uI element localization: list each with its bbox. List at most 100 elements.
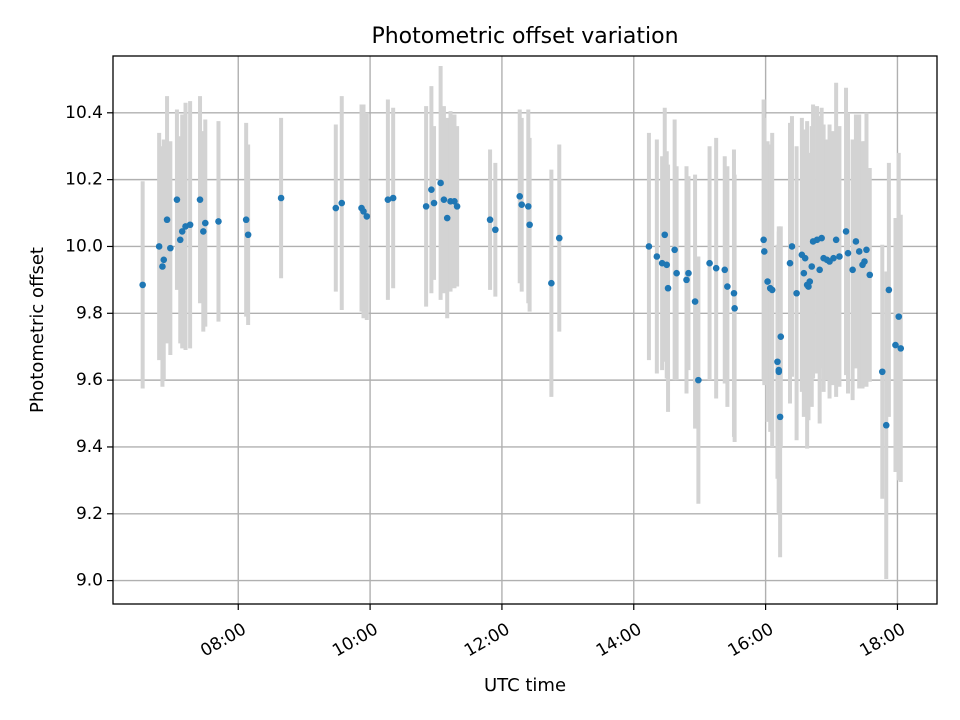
data-point xyxy=(440,196,448,203)
data-point xyxy=(852,238,860,245)
data-point xyxy=(673,269,680,277)
plot-frame xyxy=(112,55,938,605)
data-point xyxy=(167,244,174,252)
data-point xyxy=(830,254,837,262)
data-point xyxy=(844,249,852,257)
data-point xyxy=(866,271,874,279)
data-point xyxy=(160,256,168,264)
y-tick-label: 9.6 xyxy=(76,370,103,390)
y-tick-label: 9.2 xyxy=(76,504,103,524)
data-point xyxy=(721,266,729,274)
data-point xyxy=(516,193,524,200)
data-point xyxy=(855,248,863,255)
data-point xyxy=(492,226,499,234)
data-point xyxy=(776,413,784,421)
data-point xyxy=(788,243,796,250)
data-point xyxy=(892,341,899,349)
data-point xyxy=(363,213,371,220)
data-point xyxy=(775,366,783,374)
data-point xyxy=(832,236,840,244)
data-point xyxy=(524,203,532,210)
data-point xyxy=(332,204,340,212)
data-point xyxy=(706,259,713,267)
data-point xyxy=(764,278,771,285)
data-point xyxy=(878,368,886,376)
x-tick-label: 16:00 xyxy=(725,619,777,661)
data-point xyxy=(242,216,250,224)
data-point xyxy=(849,266,856,274)
data-point xyxy=(806,278,814,285)
x-axis-label: UTC time xyxy=(484,675,566,696)
data-point xyxy=(430,199,438,207)
data-point xyxy=(805,283,812,290)
data-point xyxy=(777,333,785,340)
data-point xyxy=(882,421,890,429)
data-point xyxy=(518,201,526,208)
data-point xyxy=(895,313,903,320)
data-point xyxy=(760,248,768,255)
data-point xyxy=(683,276,690,284)
data-point xyxy=(338,199,346,207)
data-point xyxy=(176,236,184,244)
data-point xyxy=(443,214,451,222)
data-point xyxy=(155,243,163,250)
data-point xyxy=(793,289,800,297)
data-point xyxy=(695,376,702,384)
data-point xyxy=(277,194,285,202)
data-point xyxy=(422,203,430,210)
x-tick-label: 14:00 xyxy=(593,619,645,661)
data-point xyxy=(691,298,699,305)
data-point xyxy=(139,281,146,289)
data-point xyxy=(730,289,738,297)
y-axis-label: Photometric offset xyxy=(27,247,48,413)
data-point xyxy=(685,269,692,277)
data-point xyxy=(186,221,194,229)
data-point xyxy=(159,263,166,270)
data-point xyxy=(724,283,731,290)
data-point xyxy=(842,228,850,235)
data-points xyxy=(139,179,905,429)
x-tick-label: 18:00 xyxy=(857,619,909,661)
x-tick-label: 12:00 xyxy=(461,619,513,661)
data-point xyxy=(389,194,397,202)
data-point xyxy=(196,196,204,203)
data-point xyxy=(818,234,825,242)
y-tick-label: 10.2 xyxy=(65,170,103,190)
data-point xyxy=(526,221,533,229)
data-point xyxy=(712,264,720,272)
data-point xyxy=(215,218,222,225)
data-point xyxy=(774,358,781,366)
data-point xyxy=(768,286,776,294)
y-tick-label: 9.0 xyxy=(76,571,103,591)
data-point xyxy=(760,236,767,244)
data-point xyxy=(437,179,444,187)
data-point xyxy=(653,253,661,260)
data-point xyxy=(486,216,494,224)
data-point xyxy=(836,253,843,260)
data-point xyxy=(801,254,809,262)
data-point xyxy=(671,246,678,254)
data-point xyxy=(360,208,367,215)
data-point xyxy=(163,216,171,224)
chart-title: Photometric offset variation xyxy=(371,24,678,49)
x-tick-label: 10:00 xyxy=(329,619,381,661)
data-point xyxy=(451,198,458,205)
data-point xyxy=(173,196,181,203)
data-point xyxy=(816,266,823,274)
data-point xyxy=(731,304,738,312)
y-tick-label: 9.8 xyxy=(76,303,103,323)
error-bars xyxy=(140,66,903,579)
data-point xyxy=(244,231,252,239)
data-point xyxy=(200,228,207,235)
data-point xyxy=(428,186,435,193)
data-point xyxy=(897,345,905,352)
data-point xyxy=(548,279,555,287)
y-tick-label: 10.4 xyxy=(65,103,103,123)
data-point xyxy=(555,234,563,242)
data-point xyxy=(201,219,209,227)
data-point xyxy=(645,243,653,250)
x-tick-label: 08:00 xyxy=(197,619,249,661)
data-point xyxy=(863,246,870,254)
data-point xyxy=(661,231,669,239)
